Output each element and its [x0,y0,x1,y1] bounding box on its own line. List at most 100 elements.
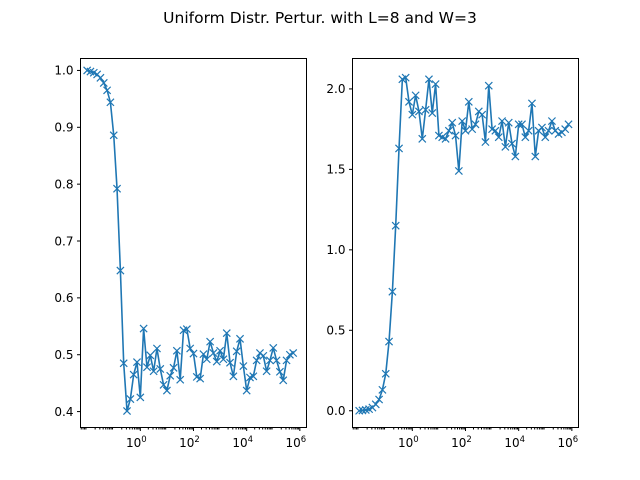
right-y-tick-label: 0.0 [326,404,345,418]
left-y-tick-label: 0.4 [54,405,73,419]
right-y-tick-label: 2.0 [326,82,345,96]
right-data-point [404,97,414,106]
left-y-tick-label: 1.0 [54,64,73,78]
right-x-tick-label: 100 [398,435,419,450]
left-data-point [109,131,118,140]
right-subplot-frame [352,58,579,428]
left-y-tick-label: 0.7 [54,234,73,248]
right-data-point [454,166,463,176]
right-data-point [494,133,503,142]
figure-title: Uniform Distr. Pertur. with L=8 and W=3 [163,9,477,27]
left-data-point [199,350,208,359]
left-data-point [222,329,231,338]
right-subplot: 0.0 0.5 1.0 1.5 2.0 100 102 104 106 [326,58,579,450]
right-x-tick-label: 104 [504,435,525,450]
left-data-point [226,358,235,367]
right-data-point [411,91,420,100]
left-data-point [106,98,115,107]
left-data-point [259,351,268,360]
right-data-point [504,118,513,127]
left-x-tick-label: 106 [286,435,307,450]
left-data-point [156,364,165,373]
left-data-point [239,362,248,371]
left-data-point [126,395,135,404]
right-y-tick-label: 1.5 [326,163,345,177]
left-data-point [202,355,211,364]
right-data-point [561,125,570,134]
right-data-point [381,369,390,378]
right-data-point [424,75,433,84]
left-data-point [252,356,261,365]
left-data-point [182,325,191,334]
right-data-point [527,99,536,108]
right-data-point [375,395,384,404]
right-data-point [358,406,367,415]
left-data-point [152,344,161,353]
left-data-point [209,348,218,358]
left-data-point [206,337,215,346]
left-data-point [216,346,225,355]
right-data-point [431,80,440,89]
right-x-tick-label: 102 [451,435,472,450]
right-data-point [414,107,424,116]
left-data-point [189,349,198,358]
right-data-point [514,120,523,129]
left-subplot: 0.4 0.5 0.6 0.7 0.8 0.9 1.0 100 102 104 106 [54,58,307,450]
left-data-point [269,343,278,352]
left-y-tick-label: 0.6 [54,291,73,305]
right-data-point [385,337,394,346]
left-data-point [146,351,155,360]
left-data-point [212,357,221,366]
right-data-point [464,97,473,106]
left-data-point [229,372,238,381]
left-data-point [132,358,142,367]
right-data-point [371,400,380,409]
right-data-point [517,120,526,129]
right-data-point [521,133,530,142]
right-data-point [451,131,460,140]
left-data-point [99,78,108,87]
right-data-point [507,139,517,148]
left-data-point [196,374,205,383]
right-data-point [388,287,397,296]
left-x-tick-label: 102 [179,435,200,450]
right-data-point [461,126,470,135]
left-data-point [232,347,241,356]
left-data-point [279,376,288,385]
left-data-point [282,356,291,365]
right-data-point [468,125,477,134]
right-data-point [541,133,550,142]
left-data-point [242,386,251,395]
right-data-point [524,126,533,135]
left-data-point [119,359,128,368]
left-data-point [142,363,152,372]
right-data-point [481,137,490,147]
left-data-point [149,367,158,376]
right-data-point [458,117,467,126]
left-data-point [166,371,175,380]
left-x-tick-label: 100 [126,435,147,450]
right-data-point [428,109,437,118]
left-data-point [116,266,125,275]
right-y-tick-label: 1.0 [326,243,345,257]
right-data-point [537,123,546,132]
left-data-point [176,375,185,384]
left-data-point [159,380,168,389]
left-data-point [275,367,284,376]
right-data-point [544,126,553,135]
right-data-point [421,105,430,114]
right-data-point [547,117,556,126]
right-data-point [355,406,364,415]
right-data-point [478,110,487,119]
left-data-point [113,184,122,193]
right-x-tick-label: 106 [558,435,579,450]
right-data-point [531,152,540,161]
right-data-point [448,118,457,127]
right-data-point [444,126,453,135]
left-subplot-frame [80,58,307,428]
left-data-point [162,386,171,395]
left-subplot-series [83,66,298,416]
left-data-point [265,356,274,365]
left-data-point [172,346,181,355]
